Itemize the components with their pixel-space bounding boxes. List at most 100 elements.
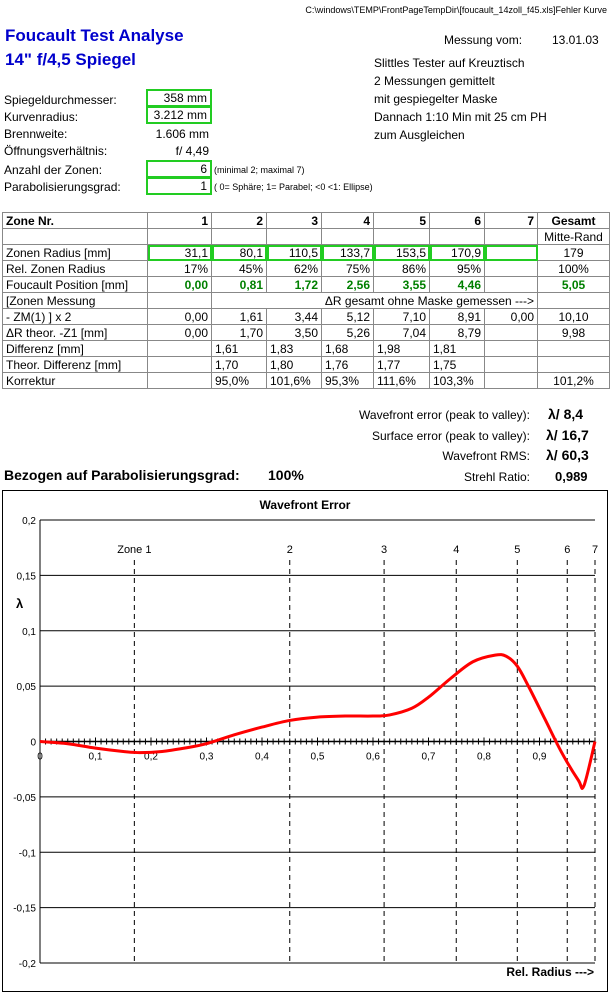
- header-cell: Gesamt: [537, 212, 610, 229]
- y-tick-label: -0,1: [19, 848, 37, 859]
- x-tick-label: 0,2: [144, 752, 158, 763]
- y-tick-label: 0,2: [22, 516, 36, 527]
- y-tick-label: 0,15: [17, 571, 37, 582]
- x-tick-label: 0,5: [311, 752, 325, 763]
- zone-label: 6: [564, 544, 570, 556]
- focal-length-value: 1.606 mm: [155, 127, 209, 141]
- table-cell: 1,61: [211, 308, 267, 325]
- x-tick-label: 0,4: [255, 752, 269, 763]
- x-tick-label: 0,7: [422, 752, 436, 763]
- table-cell: 7,10: [373, 308, 430, 325]
- table-cell: 1,72: [266, 276, 322, 293]
- x-tick-label: 0,3: [200, 752, 214, 763]
- table-cell[interactable]: 110,5: [266, 244, 322, 261]
- table-cell[interactable]: 153,5: [373, 244, 430, 261]
- zones-count-field[interactable]: 6: [146, 160, 212, 178]
- table-cell: 101,6%: [266, 372, 322, 389]
- table-cell[interactable]: [484, 244, 538, 261]
- table-cell: 179: [537, 244, 610, 261]
- table-row: Korrektur 95,0% 101,6% 95,3% 111,6% 103,…: [2, 372, 610, 389]
- table-row: Mitte-Rand: [2, 228, 610, 245]
- header-cell: 7: [484, 212, 538, 229]
- page-subtitle: 14" f/4,5 Spiegel: [5, 50, 136, 69]
- y-tick-label: -0,05: [13, 793, 36, 804]
- table-cell: 1,81: [429, 340, 485, 357]
- header-cell: 6: [429, 212, 485, 229]
- table-cell: 3,44: [266, 308, 322, 325]
- table-cell: 1,70: [211, 356, 267, 373]
- header-cell: 2: [211, 212, 267, 229]
- header-cell: 3: [266, 212, 322, 229]
- note-line: 2 Messungen gemittelt: [374, 74, 495, 88]
- surface-pv-label: Surface error (peak to valley):: [371, 429, 530, 443]
- x-tick-label: 0,8: [477, 752, 491, 763]
- page-title: Foucault Test Analyse: [5, 26, 184, 45]
- table-cell[interactable]: 170,9: [429, 244, 485, 261]
- table-cell: 86%: [373, 260, 430, 277]
- table-cell: 111,6%: [373, 372, 430, 389]
- table-cell: 75%: [321, 260, 374, 277]
- table-cell: 5,26: [321, 324, 374, 341]
- row-label: [Zonen Messung: [2, 292, 148, 309]
- ratio-value: f/ 4,49: [175, 144, 209, 158]
- table-cell: 10,10: [537, 308, 610, 325]
- table-cell[interactable]: 80,1: [211, 244, 267, 261]
- table-cell: [484, 276, 538, 293]
- table-row: Theor. Differenz [mm] 1,70 1,80 1,76 1,7…: [2, 356, 610, 373]
- note-line: Dannach 1:10 Min mit 25 cm PH: [374, 110, 547, 124]
- x-tick-label: 0,1: [89, 752, 103, 763]
- table-row: Zonen Radius [mm] 31,1 80,1 110,5 133,7 …: [2, 244, 610, 261]
- table-cell: 2,56: [321, 276, 374, 293]
- row-label: Theor. Differenz [mm]: [2, 356, 148, 373]
- table-cell: 1,98: [373, 340, 430, 357]
- note-line: mit gespiegelter Maske: [374, 92, 498, 106]
- curve-radius-field[interactable]: 3.212 mm: [146, 106, 212, 124]
- table-cell: 4,46: [429, 276, 485, 293]
- table-cell: [484, 260, 538, 277]
- x-tick-label: 0,6: [366, 752, 380, 763]
- y-tick-label: -0,15: [13, 904, 36, 915]
- bezogen-label: Bezogen auf Parabolisierungsgrad:: [4, 467, 240, 483]
- table-cell: 8,91: [429, 308, 485, 325]
- row-label: Zonen Radius [mm]: [2, 244, 148, 261]
- focal-length-label: Brennweite:: [4, 127, 68, 141]
- table-cell: 1,70: [211, 324, 267, 341]
- wavefront-pv-label: Wavefront error (peak to valley):: [359, 408, 530, 422]
- row-label: Differenz [mm]: [2, 340, 148, 357]
- header-cell: 4: [321, 212, 374, 229]
- table-cell: 0,81: [211, 276, 267, 293]
- table-cell: 1,75: [429, 356, 485, 373]
- header-cell: 5: [373, 212, 430, 229]
- table-cell: 95,0%: [211, 372, 267, 389]
- table-cell: 17%: [147, 260, 212, 277]
- table-cell: 101,2%: [537, 372, 610, 389]
- strehl-value: 0,989: [555, 469, 588, 484]
- diameter-field[interactable]: 358 mm: [146, 89, 212, 107]
- table-cell: 5,05: [537, 276, 610, 293]
- table-cell: 1,68: [321, 340, 374, 357]
- x-tick-label: 0,9: [533, 752, 547, 763]
- zones-count-label: Anzahl der Zonen:: [4, 163, 103, 177]
- table-cell: 62%: [266, 260, 322, 277]
- row-label: - ZM(1) ] x 2: [2, 308, 148, 325]
- table-cell: 100%: [537, 260, 610, 277]
- ratio-label: Öffnungsverhältnis:: [4, 144, 108, 158]
- table-cell: 0,00: [484, 308, 538, 325]
- strehl-label: Strehl Ratio:: [463, 470, 530, 484]
- chart-title: Wavefront Error: [260, 498, 351, 512]
- zm-note: ΔR gesamt ohne Maske gemessen --->: [211, 292, 538, 309]
- zones-count-note: (minimal 2; maximal 7): [214, 165, 305, 175]
- table-cell[interactable]: 133,7: [321, 244, 374, 261]
- table-cell: 45%: [211, 260, 267, 277]
- y-tick-label: 0: [30, 738, 36, 749]
- y-axis-label: λ: [16, 596, 24, 611]
- zone-label: 3: [381, 544, 387, 556]
- table-cell: 0,00: [147, 276, 212, 293]
- zone-table: Zone Nr. 1 2 3 4 5 6 7 Gesamt Mitte-Rand…: [2, 212, 610, 389]
- parabolization-field[interactable]: 1: [146, 177, 212, 195]
- bezogen-value: 100%: [268, 467, 304, 483]
- header-cell: 1: [147, 212, 212, 229]
- wavefront-rms-value: λ/ 60,3: [546, 447, 589, 463]
- wavefront-error-chart: Wavefront Error λ Rel. Radius ---> 0,2 0,…: [2, 490, 608, 992]
- table-cell[interactable]: 31,1: [147, 244, 212, 261]
